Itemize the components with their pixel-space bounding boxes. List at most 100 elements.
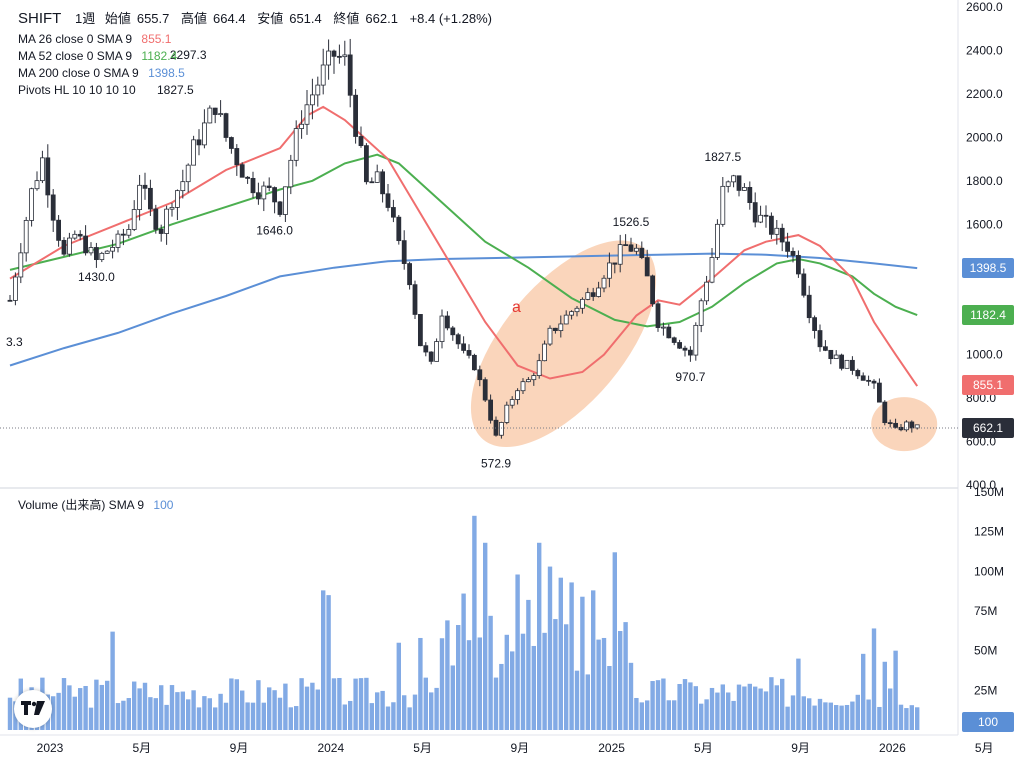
candle-body bbox=[704, 281, 709, 302]
volume-bar bbox=[677, 684, 682, 730]
candle-body bbox=[720, 185, 726, 225]
volume-bar bbox=[180, 691, 185, 730]
candle-body bbox=[174, 190, 180, 208]
volume-bar bbox=[364, 677, 369, 730]
candle-body bbox=[671, 337, 677, 343]
volume-bar bbox=[888, 688, 893, 730]
volume-bar bbox=[628, 662, 634, 730]
high-value: 664.4 bbox=[213, 11, 246, 26]
candle-body bbox=[94, 247, 99, 261]
volume-bar bbox=[191, 690, 196, 730]
volume-bar bbox=[726, 692, 731, 730]
volume-bar bbox=[915, 707, 920, 730]
candle-body bbox=[45, 157, 51, 196]
change-value: +8.4 (+1.28%) bbox=[409, 11, 492, 26]
legend-ma200[interactable]: MA 200 close 0 SMA 9 1398.5 bbox=[18, 66, 191, 80]
candle-body bbox=[374, 171, 380, 183]
candle-body bbox=[342, 54, 348, 58]
legend-volume[interactable]: Volume (出来高) SMA 9 100 bbox=[18, 496, 179, 513]
candle-body bbox=[137, 184, 143, 210]
candle-body bbox=[239, 164, 245, 178]
volume-bar bbox=[250, 702, 256, 730]
volume-bar bbox=[88, 707, 94, 730]
time-tick-label: 2026 bbox=[879, 741, 906, 755]
candle-body bbox=[596, 287, 601, 297]
volume-bar bbox=[682, 679, 688, 730]
volume-bar bbox=[110, 631, 115, 730]
volume-bar bbox=[456, 625, 461, 730]
candle-body bbox=[844, 359, 850, 369]
candle-body bbox=[72, 233, 78, 239]
volume-tick-label: 125M bbox=[974, 525, 1004, 539]
candle-body bbox=[785, 241, 790, 252]
volume-bar bbox=[78, 688, 83, 730]
price-tick-label: 2200.0 bbox=[966, 87, 1003, 101]
volume-bar bbox=[126, 698, 131, 730]
volume-bar bbox=[780, 678, 785, 730]
legend-pivots[interactable]: Pivots HL 10 10 10 10 1827.5 bbox=[18, 83, 200, 97]
volume-bar bbox=[720, 684, 725, 730]
volume-bar bbox=[774, 685, 779, 730]
candle-body bbox=[488, 399, 494, 421]
volume-bar bbox=[385, 706, 391, 730]
candle-body bbox=[67, 237, 72, 255]
pivot-label: 1827.5 bbox=[704, 150, 741, 164]
volume-bar bbox=[893, 650, 898, 730]
legend-ma200-value: 1398.5 bbox=[148, 66, 185, 80]
close-value: 662.1 bbox=[365, 11, 398, 26]
volume-bar bbox=[785, 706, 790, 730]
time-tick-label: 5月 bbox=[132, 741, 151, 755]
time-tick-label: 2025 bbox=[598, 741, 625, 755]
candle-body bbox=[650, 275, 655, 305]
candle-body bbox=[828, 349, 834, 360]
volume-bar bbox=[461, 593, 466, 730]
tradingview-logo-icon[interactable] bbox=[14, 690, 52, 728]
volume-bar bbox=[483, 542, 488, 730]
price-tick-label: 2600.0 bbox=[966, 0, 1003, 14]
volume-bar bbox=[137, 688, 142, 730]
symbol-header: SHIFT 1週 始値 655.7 高値 664.4 安値 651.4 終値 662.1… bbox=[18, 8, 498, 27]
volume-bar bbox=[159, 685, 164, 730]
legend-ma52[interactable]: MA 52 close 0 SMA 9 1182.4 bbox=[18, 49, 183, 63]
low-label: 安値 bbox=[257, 11, 284, 26]
candle-body bbox=[245, 176, 251, 179]
candle-body bbox=[639, 247, 645, 258]
volume-bar bbox=[655, 680, 661, 730]
candle-body bbox=[715, 223, 720, 258]
candle-body bbox=[871, 380, 877, 384]
candle-body bbox=[909, 421, 915, 429]
legend-pivots-label: Pivots HL 10 10 10 10 bbox=[18, 83, 136, 97]
volume-bar bbox=[375, 692, 380, 730]
candle-body bbox=[347, 54, 353, 96]
volume-bar bbox=[240, 690, 245, 730]
volume-bar bbox=[256, 680, 261, 730]
volume-bar bbox=[612, 552, 617, 730]
candle-body bbox=[110, 247, 115, 252]
legend-ma26-value: 855.1 bbox=[141, 32, 172, 46]
volume-bar bbox=[121, 700, 126, 730]
candle-body bbox=[515, 390, 520, 400]
volume-bar bbox=[326, 595, 331, 730]
volume-sma-badge: 100 bbox=[962, 712, 1014, 732]
volume-bar bbox=[882, 661, 887, 730]
price-tick-label: 400.0 bbox=[966, 478, 996, 492]
candle-body bbox=[282, 186, 288, 215]
volume-bar bbox=[331, 678, 337, 730]
volume-bar bbox=[909, 705, 914, 730]
pivot-label: 970.7 bbox=[675, 370, 705, 384]
interval-label[interactable]: 1週 bbox=[74, 11, 96, 26]
candle-body bbox=[196, 139, 202, 146]
candle-body bbox=[83, 235, 88, 254]
volume-bar bbox=[510, 651, 515, 730]
candle-body bbox=[709, 257, 715, 283]
volume-bar bbox=[817, 698, 823, 730]
candle-body bbox=[569, 311, 574, 316]
volume-bar bbox=[531, 645, 536, 730]
price-tick-label: 1600.0 bbox=[966, 217, 1003, 231]
candle-body bbox=[191, 139, 197, 166]
candle-body bbox=[104, 250, 110, 254]
candle-body bbox=[56, 219, 61, 241]
legend-ma26[interactable]: MA 26 close 0 SMA 9 855.1 bbox=[18, 32, 177, 46]
volume-bar bbox=[515, 574, 520, 730]
